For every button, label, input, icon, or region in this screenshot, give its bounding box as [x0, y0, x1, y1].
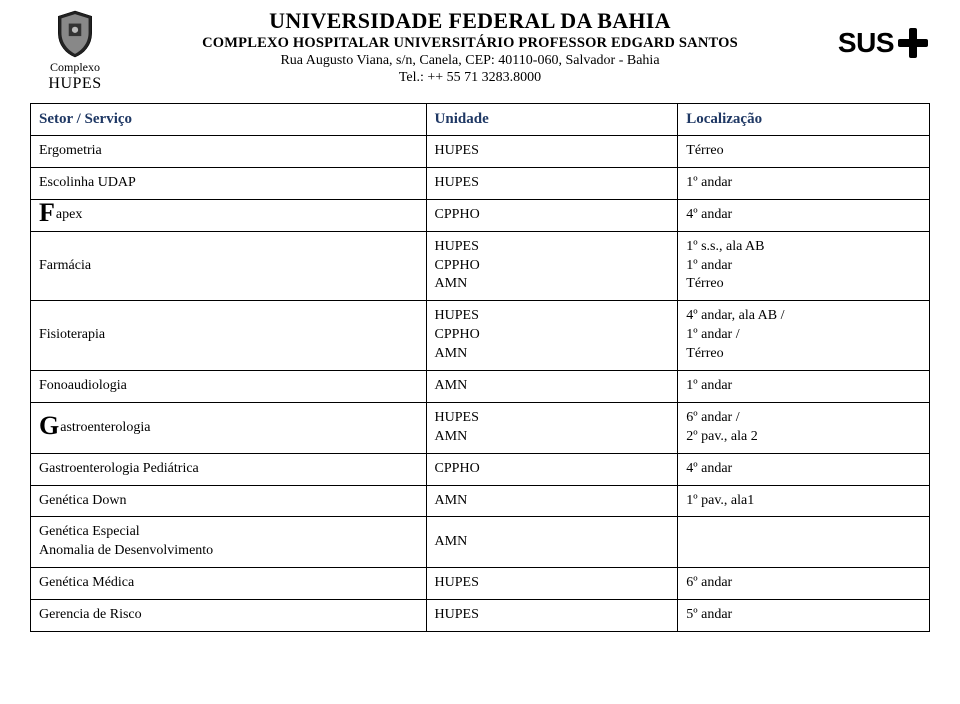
header-center: UNIVERSIDADE FEDERAL DA BAHIA COMPLEXO H… — [120, 8, 820, 86]
cell-setor: Fonoaudiologia — [31, 371, 427, 403]
cell-setor: Genética Médica — [31, 568, 427, 600]
cell-unidade: CPPHO — [426, 199, 678, 231]
cell-setor: Gerencia de Risco — [31, 600, 427, 632]
cell-setor: Fapex — [31, 199, 427, 231]
table-row: FisioterapiaHUPES CPPHO AMN4º andar, ala… — [31, 301, 930, 371]
cell-local: 1º pav., ala1 — [678, 485, 930, 517]
cell-unidade: HUPES CPPHO AMN — [426, 301, 678, 371]
cell-unidade: HUPES AMN — [426, 402, 678, 453]
setor-rest: apex — [56, 207, 82, 222]
cell-local: 5º andar — [678, 600, 930, 632]
table-row: FarmáciaHUPES CPPHO AMN1º s.s., ala AB 1… — [31, 231, 930, 301]
cell-local: 4º andar — [678, 199, 930, 231]
cell-setor: Farmácia — [31, 231, 427, 301]
table-row: ErgometriaHUPESTérreo — [31, 136, 930, 168]
table-row: Genética Especial Anomalia de Desenvolvi… — [31, 517, 930, 568]
cell-setor: Gastroenterologia — [31, 402, 427, 453]
cell-setor: Gastroenterologia Pediátrica — [31, 453, 427, 485]
sector-table: Setor / Serviço Unidade Localização Ergo… — [30, 103, 930, 632]
table-row: Gerencia de RiscoHUPES5º andar — [31, 600, 930, 632]
setor-rest: astroenterologia — [60, 420, 150, 435]
table-row: Escolinha UDAPHUPES1º andar — [31, 167, 930, 199]
col-local: Localização — [678, 104, 930, 136]
hospital-name: COMPLEXO HOSPITALAR UNIVERSITÁRIO PROFES… — [130, 35, 810, 52]
cell-unidade: HUPES — [426, 136, 678, 168]
table-row: Genética MédicaHUPES6º andar — [31, 568, 930, 600]
sus-text: SUS — [838, 27, 894, 59]
cell-unidade: HUPES — [426, 600, 678, 632]
university-name: UNIVERSIDADE FEDERAL DA BAHIA — [130, 8, 810, 34]
col-setor: Setor / Serviço — [31, 104, 427, 136]
cell-local: 1º s.s., ala AB 1º andar Térreo — [678, 231, 930, 301]
cell-unidade: AMN — [426, 371, 678, 403]
cell-local: 1º andar — [678, 167, 930, 199]
col-unidade: Unidade — [426, 104, 678, 136]
hupes-label: HUPES — [48, 75, 101, 93]
cell-local: Térreo — [678, 136, 930, 168]
dropcap-letter: F — [39, 198, 55, 227]
table-row: Gastroenterologia PediátricaCPPHO4º anda… — [31, 453, 930, 485]
phone-line: Tel.: ++ 55 71 3283.8000 — [130, 70, 810, 86]
cell-setor: Fisioterapia — [31, 301, 427, 371]
header-logo-block: Complexo HUPES — [30, 8, 120, 93]
table-row: FonoaudiologiaAMN1º andar — [31, 371, 930, 403]
table-body: ErgometriaHUPESTérreoEscolinha UDAPHUPES… — [31, 136, 930, 632]
cell-local: 6º andar — [678, 568, 930, 600]
table-header-row: Setor / Serviço Unidade Localização — [31, 104, 930, 136]
cell-unidade: HUPES — [426, 568, 678, 600]
cell-unidade: AMN — [426, 517, 678, 568]
cell-local: 6º andar / 2º pav., ala 2 — [678, 402, 930, 453]
dropcap-letter: G — [39, 411, 59, 440]
cell-unidade: AMN — [426, 485, 678, 517]
header-right: SUS — [820, 8, 930, 60]
cell-unidade: HUPES CPPHO AMN — [426, 231, 678, 301]
cell-setor: Genética Especial Anomalia de Desenvolvi… — [31, 517, 427, 568]
cell-unidade: CPPHO — [426, 453, 678, 485]
table-row: FapexCPPHO4º andar — [31, 199, 930, 231]
complexo-label: Complexo — [50, 60, 100, 75]
crest-icon — [54, 10, 96, 58]
page-header: Complexo HUPES UNIVERSIDADE FEDERAL DA B… — [0, 0, 960, 99]
cell-setor: Ergometria — [31, 136, 427, 168]
cell-local: 4º andar, ala AB / 1º andar / Térreo — [678, 301, 930, 371]
cell-local: 4º andar — [678, 453, 930, 485]
table-container: Setor / Serviço Unidade Localização Ergo… — [0, 103, 960, 632]
cell-unidade: HUPES — [426, 167, 678, 199]
cell-local: 1º andar — [678, 371, 930, 403]
cell-local — [678, 517, 930, 568]
sus-cross-icon — [896, 26, 930, 60]
address-line: Rua Augusto Viana, s/n, Canela, CEP: 401… — [130, 53, 810, 69]
cell-setor: Escolinha UDAP — [31, 167, 427, 199]
table-row: GastroenterologiaHUPES AMN6º andar / 2º … — [31, 402, 930, 453]
cell-setor: Genética Down — [31, 485, 427, 517]
table-row: Genética DownAMN1º pav., ala1 — [31, 485, 930, 517]
sus-brand: SUS — [838, 26, 930, 60]
